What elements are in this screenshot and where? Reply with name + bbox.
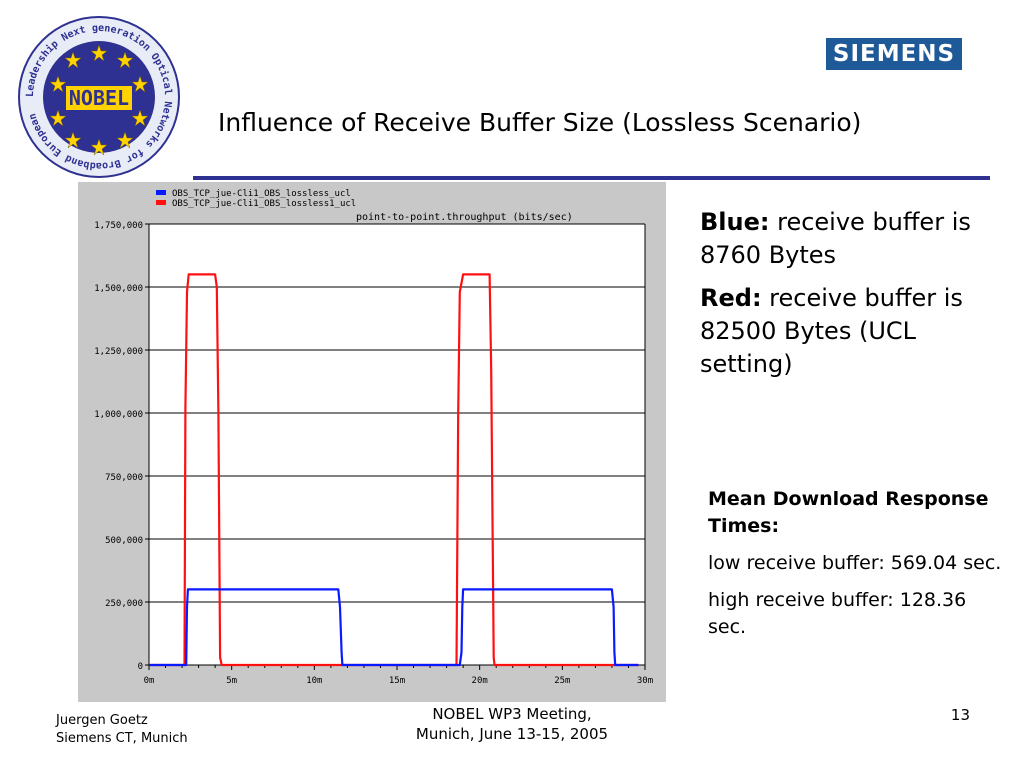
mean-low: low receive buffer: 569.04 sec.	[708, 552, 1002, 574]
x-tick-label: 5m	[226, 676, 237, 686]
x-tick-label: 25m	[554, 676, 570, 686]
blue-series-line	[149, 588, 639, 667]
plot-area	[149, 224, 645, 665]
y-tick-label: 750,000	[105, 473, 143, 483]
page-number: 13	[950, 706, 970, 724]
x-tick-label: 10m	[306, 676, 322, 686]
footer-author-name: Juergen Goetz	[56, 713, 148, 728]
y-tick-label: 250,000	[105, 599, 143, 609]
mean-heading: Mean Download Response Times:	[708, 488, 989, 537]
legend-swatch	[156, 200, 166, 205]
note-blue-label: Blue:	[700, 208, 770, 236]
chart-panel: 0 250,000 500,000 750,000 1,000,000 1,250,000…	[78, 182, 666, 702]
footer-org: Siemens CT, Munich	[56, 731, 188, 746]
y-tick-label: 500,000	[105, 536, 143, 546]
footer-meeting-line2: Munich, June 13-15, 2005	[415, 725, 609, 743]
footer-meeting-line1: NOBEL WP3 Meeting,	[432, 705, 592, 723]
y-tick-label: 1,750,000	[94, 221, 143, 231]
footer-author: Juergen Goetz Siemens CT, Munich	[56, 712, 188, 748]
siemens-logo: SIEMENS	[826, 38, 962, 70]
note-blue: Blue: receive buffer is 8760 Bytes	[700, 206, 1000, 272]
chart-title: point-to-point.throughput (bits/sec)	[356, 212, 573, 223]
title-divider	[193, 176, 990, 180]
y-tick-label: 1,000,000	[94, 410, 143, 420]
mean-high: high receive buffer: 128.36 sec.	[708, 589, 967, 638]
y-tick-label: 0	[138, 662, 143, 672]
series-lines	[149, 273, 639, 667]
grid-lines	[149, 223, 646, 665]
legend-swatch	[156, 190, 166, 195]
note-blue-text: receive buffer is 8760 Bytes	[700, 208, 971, 269]
note-red-label: Red:	[700, 284, 762, 312]
x-tick-label: 20m	[472, 676, 488, 686]
note-red-text: receive buffer is 82500 Bytes (UCL setti…	[700, 284, 963, 378]
throughput-chart: 0 250,000 500,000 750,000 1,000,000 1,250,000…	[94, 189, 653, 686]
legend-notes: Blue: receive buffer is 8760 Bytes Red: …	[700, 206, 1000, 391]
legend: OBS_TCP_jue-Cli1_OBS_lossless_uclOBS_TCP…	[156, 189, 356, 209]
x-tick-label: 0m	[144, 676, 155, 686]
footer-meeting: NOBEL WP3 Meeting, Munich, June 13-15, 2…	[380, 704, 644, 744]
slide-title: Influence of Receive Buffer Size (Lossle…	[218, 108, 862, 137]
y-tick-label: 1,250,000	[94, 347, 143, 357]
legend-label: OBS_TCP_jue-Cli1_OBS_lossless1_ucl	[172, 199, 356, 209]
legend-label: OBS_TCP_jue-Cli1_OBS_lossless_ucl	[172, 189, 351, 199]
red-series-line	[149, 273, 639, 667]
x-tick-label: 15m	[389, 676, 405, 686]
nobel-logo: Leadership Next generation Optical Netwo…	[18, 16, 180, 178]
logo-center-text: NOBEL	[69, 86, 129, 110]
note-red: Red: receive buffer is 82500 Bytes (UCL …	[700, 282, 1000, 381]
y-tick-label: 1,500,000	[94, 284, 143, 294]
x-tick-label: 30m	[637, 676, 653, 686]
mean-response-times: Mean Download Response Times: low receiv…	[708, 486, 1008, 651]
